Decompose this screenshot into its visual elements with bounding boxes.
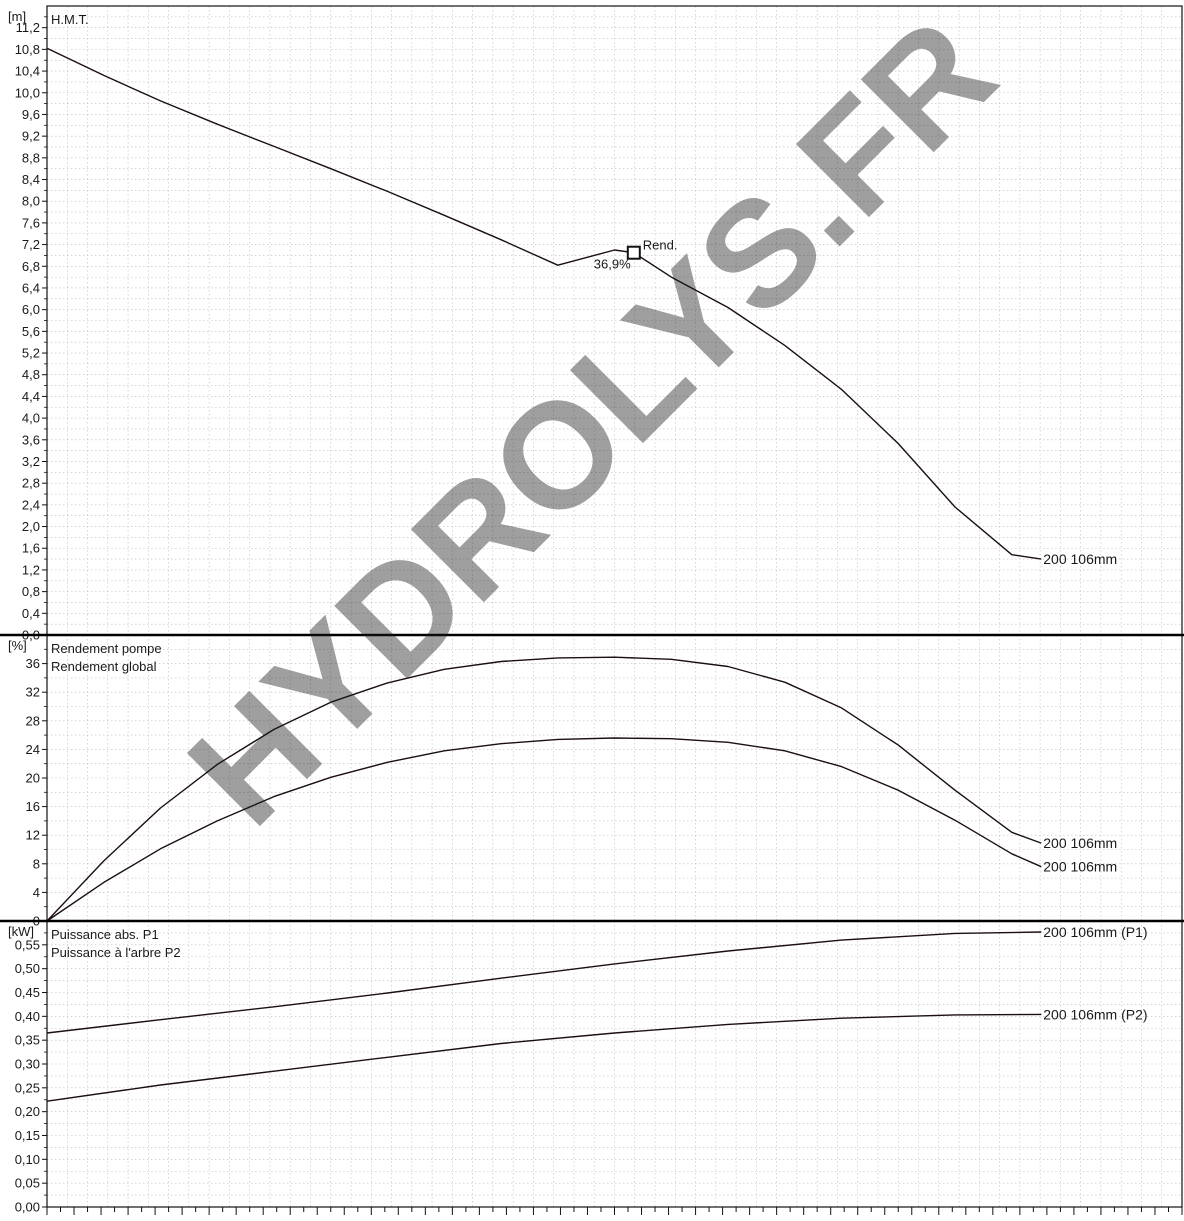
y-tick-label: 6,0 — [22, 302, 40, 317]
y-unit-label: [%] — [8, 638, 27, 653]
series-line-1 — [46, 1013, 1042, 1102]
y-tick-label: 6,8 — [22, 259, 40, 274]
series-label-1: 200 106mm — [1043, 859, 1117, 875]
y-tick-label: 5,6 — [22, 324, 40, 339]
y-tick-label: 0,15 — [15, 1128, 40, 1143]
annotation-value: 36,9% — [594, 257, 631, 272]
y-tick-label: 2,0 — [22, 519, 40, 534]
watermark-text: HYDROLYS.FR — [157, 0, 1026, 856]
y-tick-label: 0,4 — [22, 606, 40, 621]
y-tick-label: 8 — [33, 856, 40, 871]
panel-label: Rendement pompe — [51, 641, 162, 656]
y-tick-label: 8,4 — [22, 172, 40, 187]
y-axis: 0,00 0,05 0,10 0,15 0,20 0,25 0,30 0,35 0,40 0,45… — [15, 932, 47, 1215]
y-axis: 04812162024283236 — [26, 648, 47, 929]
y-tick-label: 8,0 — [22, 194, 40, 209]
y-tick-label: 24 — [26, 742, 40, 757]
y-unit-label: [kW] — [8, 924, 34, 939]
series-line-1 — [46, 737, 1042, 922]
series-line-0 — [46, 656, 1042, 922]
y-tick-label: 20 — [26, 771, 40, 786]
y-tick-label: 4,8 — [22, 367, 40, 382]
y-tick-label: 4,0 — [22, 411, 40, 426]
y-tick-label: 5,2 — [22, 346, 40, 361]
y-tick-label: 28 — [26, 713, 40, 728]
watermark: HYDROLYS.FR — [157, 0, 1026, 856]
panel-label: Puissance à l'arbre P2 — [51, 945, 181, 960]
y-tick-label: 0,50 — [15, 961, 40, 976]
y-tick-label: 9,2 — [22, 129, 40, 144]
y-tick-label: 10,4 — [15, 64, 40, 79]
series-label-0: 200 106mm — [1043, 551, 1117, 567]
y-tick-label: 10,0 — [15, 85, 40, 100]
y-tick-label: 11,2 — [16, 20, 40, 35]
y-tick-label: 12 — [26, 828, 40, 843]
y-tick-label: 4 — [33, 885, 40, 900]
y-tick-label: 0,05 — [15, 1176, 40, 1191]
y-tick-label: 32 — [26, 685, 40, 700]
y-tick-label: 1,2 — [22, 562, 40, 577]
duty-point-marker — [626, 245, 641, 260]
panel-label: Rendement global — [51, 659, 157, 674]
y-tick-label: 7,6 — [22, 215, 40, 230]
y-axis: 0,00,40,81,21,62,02,42,83,23,64,04,44,85… — [15, 16, 47, 643]
y-tick-label: 10,8 — [15, 42, 40, 57]
x-axis-ticks — [46, 1207, 1183, 1215]
y-tick-label: 0,20 — [15, 1104, 40, 1119]
annotation-label: Rend. — [643, 238, 678, 253]
y-tick-label: 0,40 — [15, 1009, 40, 1024]
series-line-0 — [46, 931, 1042, 1034]
y-tick-label: 8,8 — [22, 150, 40, 165]
panel-power: 0,00 0,05 0,10 0,15 0,20 0,25 0,30 0,35 0,40 0,45… — [8, 920, 1183, 1215]
panel-label: Puissance abs. P1 — [51, 927, 159, 942]
y-tick-label: 2,8 — [22, 476, 40, 491]
y-tick-label: 4,4 — [22, 389, 40, 404]
y-tick-label: 0,30 — [15, 1057, 40, 1072]
panel-efficiency: 04812162024283236[%]Rendement pompeRende… — [8, 634, 1183, 929]
y-tick-label: 3,2 — [22, 454, 40, 469]
y-tick-label: 16 — [26, 799, 40, 814]
series-label-1: 200 106mm (P2) — [1043, 1006, 1147, 1022]
panel-head: 0,00,40,81,21,62,02,42,83,23,64,04,44,85… — [8, 5, 1183, 643]
y-tick-label: 0,00 — [15, 1200, 40, 1215]
vertical-grid — [66, 6, 1163, 635]
y-tick-label: 0,55 — [15, 937, 40, 952]
y-tick-label: 1,6 — [22, 541, 40, 556]
panel-label: H.M.T. — [51, 12, 89, 27]
y-tick-label: 0,10 — [15, 1152, 40, 1167]
y-tick-label: 0,45 — [15, 985, 40, 1000]
y-tick-label: 0,8 — [22, 584, 40, 599]
y-tick-label: 9,6 — [22, 107, 40, 122]
series-label-0: 200 106mm (P1) — [1043, 924, 1147, 940]
horizontal-grid — [47, 16, 1182, 636]
y-tick-label: 0,35 — [15, 1033, 40, 1048]
series-label-0: 200 106mm — [1043, 835, 1117, 851]
y-tick-label: 7,2 — [22, 237, 40, 252]
y-tick-label: 6,4 — [22, 280, 40, 295]
y-tick-label: 36 — [26, 656, 40, 671]
y-tick-label: 0,25 — [15, 1080, 40, 1095]
series-line-0 — [46, 47, 1042, 560]
y-unit-label: [m] — [8, 9, 26, 24]
y-tick-label: 2,4 — [22, 497, 40, 512]
y-tick-label: 3,6 — [22, 432, 40, 447]
